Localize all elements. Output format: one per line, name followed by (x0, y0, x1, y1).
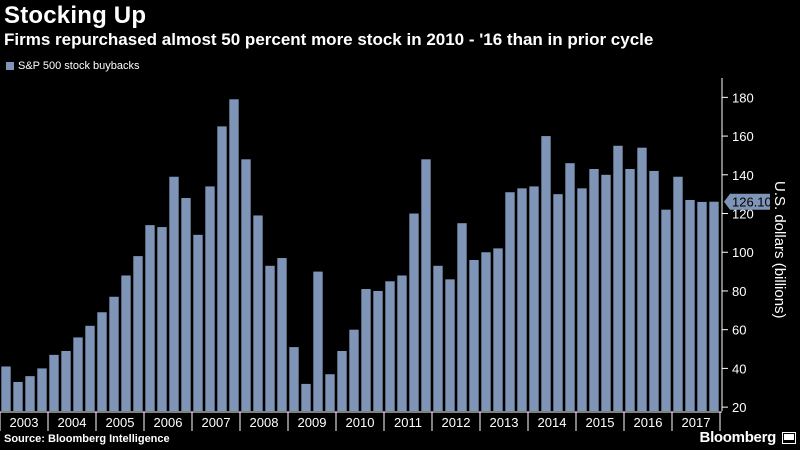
brand-logo-text: Bloomberg (699, 429, 777, 446)
bar (505, 192, 515, 411)
y-tick-label: 100 (732, 245, 754, 260)
year-label: 2007 (202, 415, 231, 430)
bar (217, 126, 227, 412)
bar (565, 163, 575, 411)
bar (649, 170, 659, 411)
bar (97, 312, 107, 411)
bar (529, 186, 539, 411)
bar (13, 381, 23, 411)
bar (613, 145, 623, 411)
bar (265, 265, 275, 411)
bar (397, 275, 407, 411)
y-tick-label: 140 (732, 168, 754, 183)
bar (229, 99, 239, 412)
bar (433, 265, 443, 411)
bar (241, 159, 251, 411)
bar (169, 176, 179, 411)
bar (637, 147, 647, 411)
bar (697, 201, 707, 411)
bar (289, 347, 299, 411)
year-label: 2004 (58, 415, 87, 430)
bar (61, 350, 71, 411)
chart-subtitle: Firms repurchased almost 50 percent more… (4, 30, 654, 49)
y-tick-label: 120 (732, 207, 754, 222)
year-label: 2013 (490, 415, 519, 430)
year-label: 2011 (394, 415, 422, 430)
bar (361, 289, 371, 411)
bar (133, 256, 143, 411)
bar (577, 188, 587, 411)
bar (193, 234, 203, 411)
bar (589, 168, 599, 411)
legend-swatch (6, 62, 14, 70)
legend: S&P 500 stock buybacks (6, 60, 139, 72)
year-label: 2016 (634, 415, 663, 430)
bar (373, 290, 383, 411)
bar (157, 227, 167, 411)
bar (409, 213, 419, 411)
year-label: 2012 (442, 415, 471, 430)
bar (313, 271, 323, 411)
bar (685, 199, 695, 411)
legend-label: S&P 500 stock buybacks (18, 60, 140, 72)
y-axis-label: U.S. dollars (billions) (771, 181, 788, 319)
bar (493, 248, 503, 411)
bar (109, 296, 119, 411)
bar (25, 376, 35, 411)
bar (325, 374, 335, 411)
bar (385, 281, 395, 411)
bar (457, 223, 467, 411)
bar (73, 337, 83, 411)
bar (709, 201, 719, 411)
bar (601, 174, 611, 411)
bar (1, 366, 11, 411)
year-label: 2009 (298, 415, 327, 430)
y-tick-label: 60 (732, 323, 746, 338)
year-label: 2010 (346, 415, 375, 430)
bar (49, 354, 59, 411)
brand-terminal-icon (782, 432, 796, 444)
year-label: 2014 (538, 415, 567, 430)
bar (349, 329, 359, 411)
bar (421, 159, 431, 411)
bar (553, 194, 563, 411)
year-label: 2006 (154, 415, 183, 430)
bar (625, 168, 635, 411)
bar (205, 186, 215, 411)
bar (181, 198, 191, 411)
bar (145, 225, 155, 411)
bar (37, 368, 47, 411)
bar (337, 350, 347, 411)
y-tick-label: 40 (732, 361, 746, 376)
bar (673, 176, 683, 411)
bar (121, 275, 131, 411)
bar (85, 325, 95, 411)
bar (469, 259, 479, 411)
bar (277, 258, 287, 411)
bar (253, 215, 263, 411)
bar (301, 383, 311, 411)
y-tick-label: 160 (732, 129, 754, 144)
year-label: 2017 (682, 415, 711, 430)
chart-title: Stocking Up (4, 2, 147, 29)
year-label: 2015 (586, 415, 615, 430)
year-label: 2005 (106, 415, 135, 430)
y-tick-label: 80 (732, 284, 746, 299)
y-tick-label: 20 (732, 400, 746, 415)
source-note: Source: Bloomberg Intelligence (4, 433, 170, 445)
bar (661, 209, 671, 411)
bar (481, 252, 491, 411)
bar (445, 279, 455, 411)
year-label: 2003 (10, 415, 39, 430)
bar (541, 136, 551, 411)
y-tick-label: 180 (732, 90, 754, 105)
last-value-callout (724, 193, 770, 210)
bar (517, 188, 527, 411)
last-value-label: 126.10 (732, 195, 772, 210)
year-label: 2008 (250, 415, 279, 430)
